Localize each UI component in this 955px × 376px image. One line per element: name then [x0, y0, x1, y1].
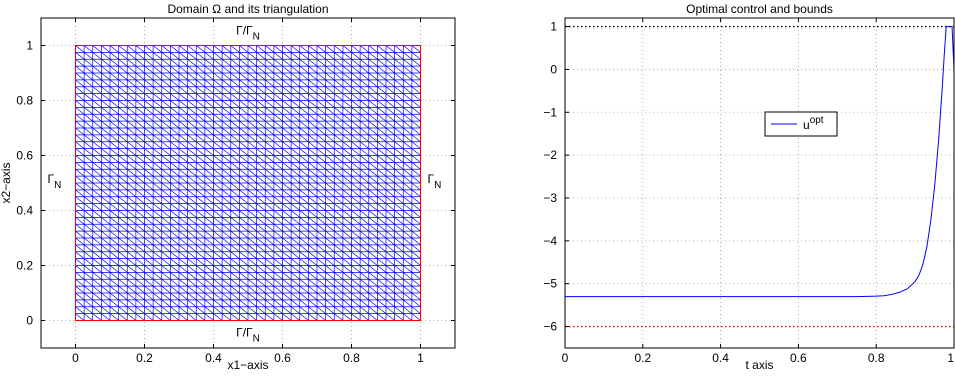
boundary-label-right: ΓN [428, 172, 442, 191]
control-grid [564, 18, 955, 348]
x-tick-label: 1 [417, 351, 424, 365]
y-tick-label: 0 [550, 62, 557, 76]
y-tick-label: 0.4 [16, 204, 33, 218]
y-tick-label: 1 [26, 39, 33, 53]
control-axes-frame [564, 17, 955, 349]
mesh-x-axis-label: x1−axis [227, 358, 268, 372]
y-tick-label: −6 [543, 320, 557, 334]
x-tick-label: 0.6 [274, 351, 291, 365]
legend-label: uopt [803, 115, 824, 132]
y-tick-label: −1 [543, 105, 557, 119]
boundary-label-bottom: Γ/ΓN [236, 326, 260, 345]
x-tick-label: 0 [72, 351, 79, 365]
control-x-axis-label: t axis [745, 358, 773, 372]
control-legend: uopt [764, 111, 838, 137]
y-tick-label: 0.8 [16, 94, 33, 108]
y-tick-label: −3 [543, 191, 557, 205]
control-series [565, 26, 955, 298]
y-tick-label: 0 [26, 314, 33, 328]
mesh-edges [75, 45, 421, 321]
y-tick-label: −5 [543, 277, 557, 291]
boundary-label-top: Γ/ΓN [236, 24, 260, 43]
x-tick-label: 0.4 [712, 351, 729, 365]
control-panel: Optimal control and bounds 0 0.2 0.4 0.6 0.8… [543, 2, 955, 372]
x-tick-label: 0.2 [136, 351, 153, 365]
mesh-axes-frame [40, 17, 456, 349]
u-opt-line [565, 26, 955, 298]
mesh-panel: Domain Ω and its triangulation 0 0.2 0.4 0.… [0, 2, 456, 372]
x-tick-label: 0.8 [868, 351, 885, 365]
control-bounds [565, 25, 954, 328]
mesh-ticks: 0 0.2 0.4 0.6 0.8 1 0 0.2 0.4 0.6 0.8 1 [16, 18, 455, 365]
x-tick-label: 0 [562, 351, 569, 365]
y-tick-label: 0.6 [16, 149, 33, 163]
y-tick-label: 0.2 [16, 259, 33, 273]
boundary-labels: Γ/ΓN Γ/ΓN ΓN ΓN [48, 24, 442, 345]
y-tick-label: −4 [543, 234, 557, 248]
control-title: Optimal control and bounds [686, 2, 833, 16]
boundary-label-left: ΓN [48, 172, 62, 191]
x-tick-label: 0.2 [634, 351, 651, 365]
x-tick-label: 1 [947, 351, 954, 365]
mesh-y-axis-label: x2−axis [0, 162, 13, 203]
control-ticks: 0 0.2 0.4 0.6 0.8 1 1 0 −1 −2 −3 −4 −5 −6 [543, 18, 955, 365]
domain-boundary [75, 45, 421, 321]
mesh-title: Domain Ω and its triangulation [167, 2, 328, 16]
y-tick-label: −2 [543, 148, 557, 162]
x-tick-label: 0.4 [205, 351, 222, 365]
y-tick-label: 1 [550, 20, 557, 34]
mesh-triangulation [75, 45, 421, 321]
x-tick-label: 0.8 [343, 351, 360, 365]
x-tick-label: 0.6 [790, 351, 807, 365]
